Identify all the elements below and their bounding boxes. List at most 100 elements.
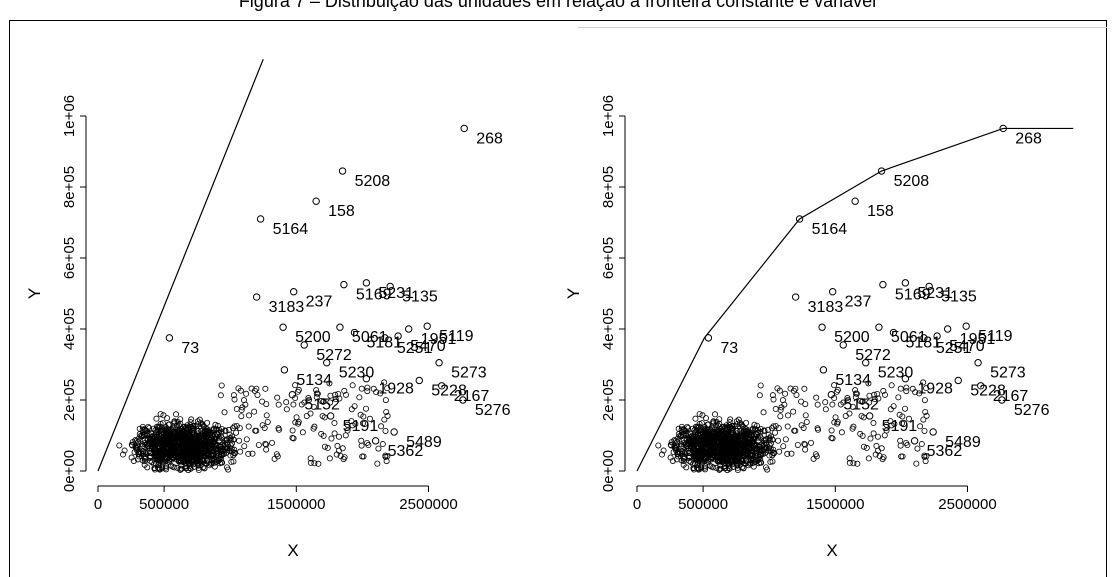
unit-label: 5489	[945, 434, 981, 451]
unit-label: 5061	[891, 329, 927, 346]
y-axis-label: Y	[25, 288, 44, 299]
unit-point	[925, 282, 933, 291]
unit-label: 1928	[378, 381, 414, 398]
unit-point	[386, 282, 394, 291]
unit-point	[390, 428, 398, 436]
unit-label: 5362	[927, 443, 963, 460]
unit-point	[879, 280, 887, 289]
unit-point	[933, 332, 941, 340]
unit-point	[256, 215, 265, 223]
y-tick-label: 1e+06	[600, 95, 617, 137]
unit-label: 5169	[356, 287, 392, 304]
background-point-cloud	[116, 379, 391, 474]
unit-label: 5191	[882, 418, 918, 435]
x-tick-label: 2500000	[399, 496, 457, 513]
x-tick-label: 1500000	[267, 496, 325, 513]
unit-point	[435, 359, 443, 367]
unit-label: 5135	[402, 288, 438, 305]
unit-point	[350, 328, 359, 337]
unit-point	[704, 334, 713, 342]
figure-frame	[9, 20, 1107, 577]
unit-point	[415, 376, 423, 385]
unit-point	[901, 375, 910, 383]
unit-label: 5200	[834, 329, 870, 346]
unit-point	[962, 322, 970, 330]
unit-label: 5251	[397, 340, 433, 357]
unit-point	[865, 412, 874, 420]
variable-frontier-panel: 0e+00 2e+05 4e+05 6e+05 8e+05 1e+06 0 500000 150…	[564, 95, 1074, 560]
y-axis-label: Y	[564, 288, 583, 299]
y-tick-label: 8e+05	[61, 166, 78, 208]
unit-label: 5273	[451, 365, 487, 382]
unit-point	[323, 359, 331, 367]
unit-label: 5362	[388, 443, 424, 460]
unit-label: 2167	[993, 388, 1029, 405]
x-axis-label: X	[826, 541, 837, 560]
unit-label: 5208	[355, 173, 391, 190]
unit-label: 268	[476, 130, 503, 147]
unit-point	[362, 279, 371, 287]
unit-label: 5119	[439, 328, 474, 345]
y-tick-label: 2e+05	[61, 379, 78, 421]
x-tick-label: 500000	[139, 496, 189, 513]
unit-point	[929, 428, 937, 436]
unit-point	[404, 325, 413, 333]
unit-point	[998, 396, 1006, 404]
unit-point	[381, 334, 389, 342]
unit-point	[862, 359, 870, 367]
unit-point	[839, 341, 847, 349]
unit-label: 5230	[339, 365, 375, 382]
unit-point	[280, 366, 289, 374]
unit-label: 1951	[960, 331, 996, 348]
unit-label: 73	[720, 340, 738, 357]
unit-point	[827, 390, 836, 399]
unit-point	[818, 323, 826, 331]
unit-label: 5273	[990, 365, 1026, 382]
unit-label: 5061	[352, 329, 388, 346]
unit-point	[910, 437, 919, 445]
x-axis-label: X	[287, 541, 298, 560]
unit-point	[877, 167, 886, 175]
y-tick-label: 6e+05	[61, 237, 78, 279]
unit-point	[423, 322, 431, 330]
unit-point	[999, 124, 1007, 133]
unit-label: 5228	[431, 382, 467, 399]
unit-point	[791, 293, 800, 301]
constant-frontier-panel: 0e+00 2e+05 4e+05 6e+05 8e+05 1e+06 0 500000 150…	[25, 58, 511, 560]
unit-label: 1951	[421, 331, 457, 348]
unit-point	[394, 332, 402, 340]
unit-point	[300, 341, 308, 349]
unit-label: 237	[845, 294, 872, 311]
unit-label: 5231	[917, 285, 953, 302]
unit-label: 5191	[343, 418, 379, 435]
unit-label: 5164	[273, 221, 309, 238]
unit-label: 5134	[835, 372, 871, 389]
unit-point	[943, 325, 952, 333]
y-tick-label: 0e+00	[600, 450, 617, 492]
unit-label: 5272	[855, 347, 891, 364]
y-tick-label: 0e+00	[61, 450, 78, 492]
unit-point	[336, 323, 344, 331]
unit-point	[460, 124, 468, 133]
unit-label: 5272	[316, 347, 352, 364]
unit-label: 5231	[378, 285, 414, 302]
unit-point	[954, 376, 962, 385]
unit-point	[362, 375, 371, 383]
frontier-line	[636, 127, 1074, 472]
unit-label: 5181	[366, 335, 402, 352]
unit-point	[438, 382, 446, 390]
background-point-cloud	[655, 379, 930, 474]
unit-point	[289, 288, 298, 296]
unit-label: 5251	[936, 340, 972, 357]
unit-label: 3183	[808, 299, 844, 316]
unit-label: 5152	[304, 397, 340, 414]
unit-label: 5152	[843, 397, 879, 414]
unit-label: 5169	[895, 287, 931, 304]
unit-label: 5230	[878, 365, 914, 382]
unit-label: 5200	[295, 329, 331, 346]
unit-point	[459, 396, 467, 404]
y-tick-label: 6e+05	[600, 237, 617, 279]
unit-point	[165, 334, 174, 342]
unit-point	[795, 215, 804, 223]
